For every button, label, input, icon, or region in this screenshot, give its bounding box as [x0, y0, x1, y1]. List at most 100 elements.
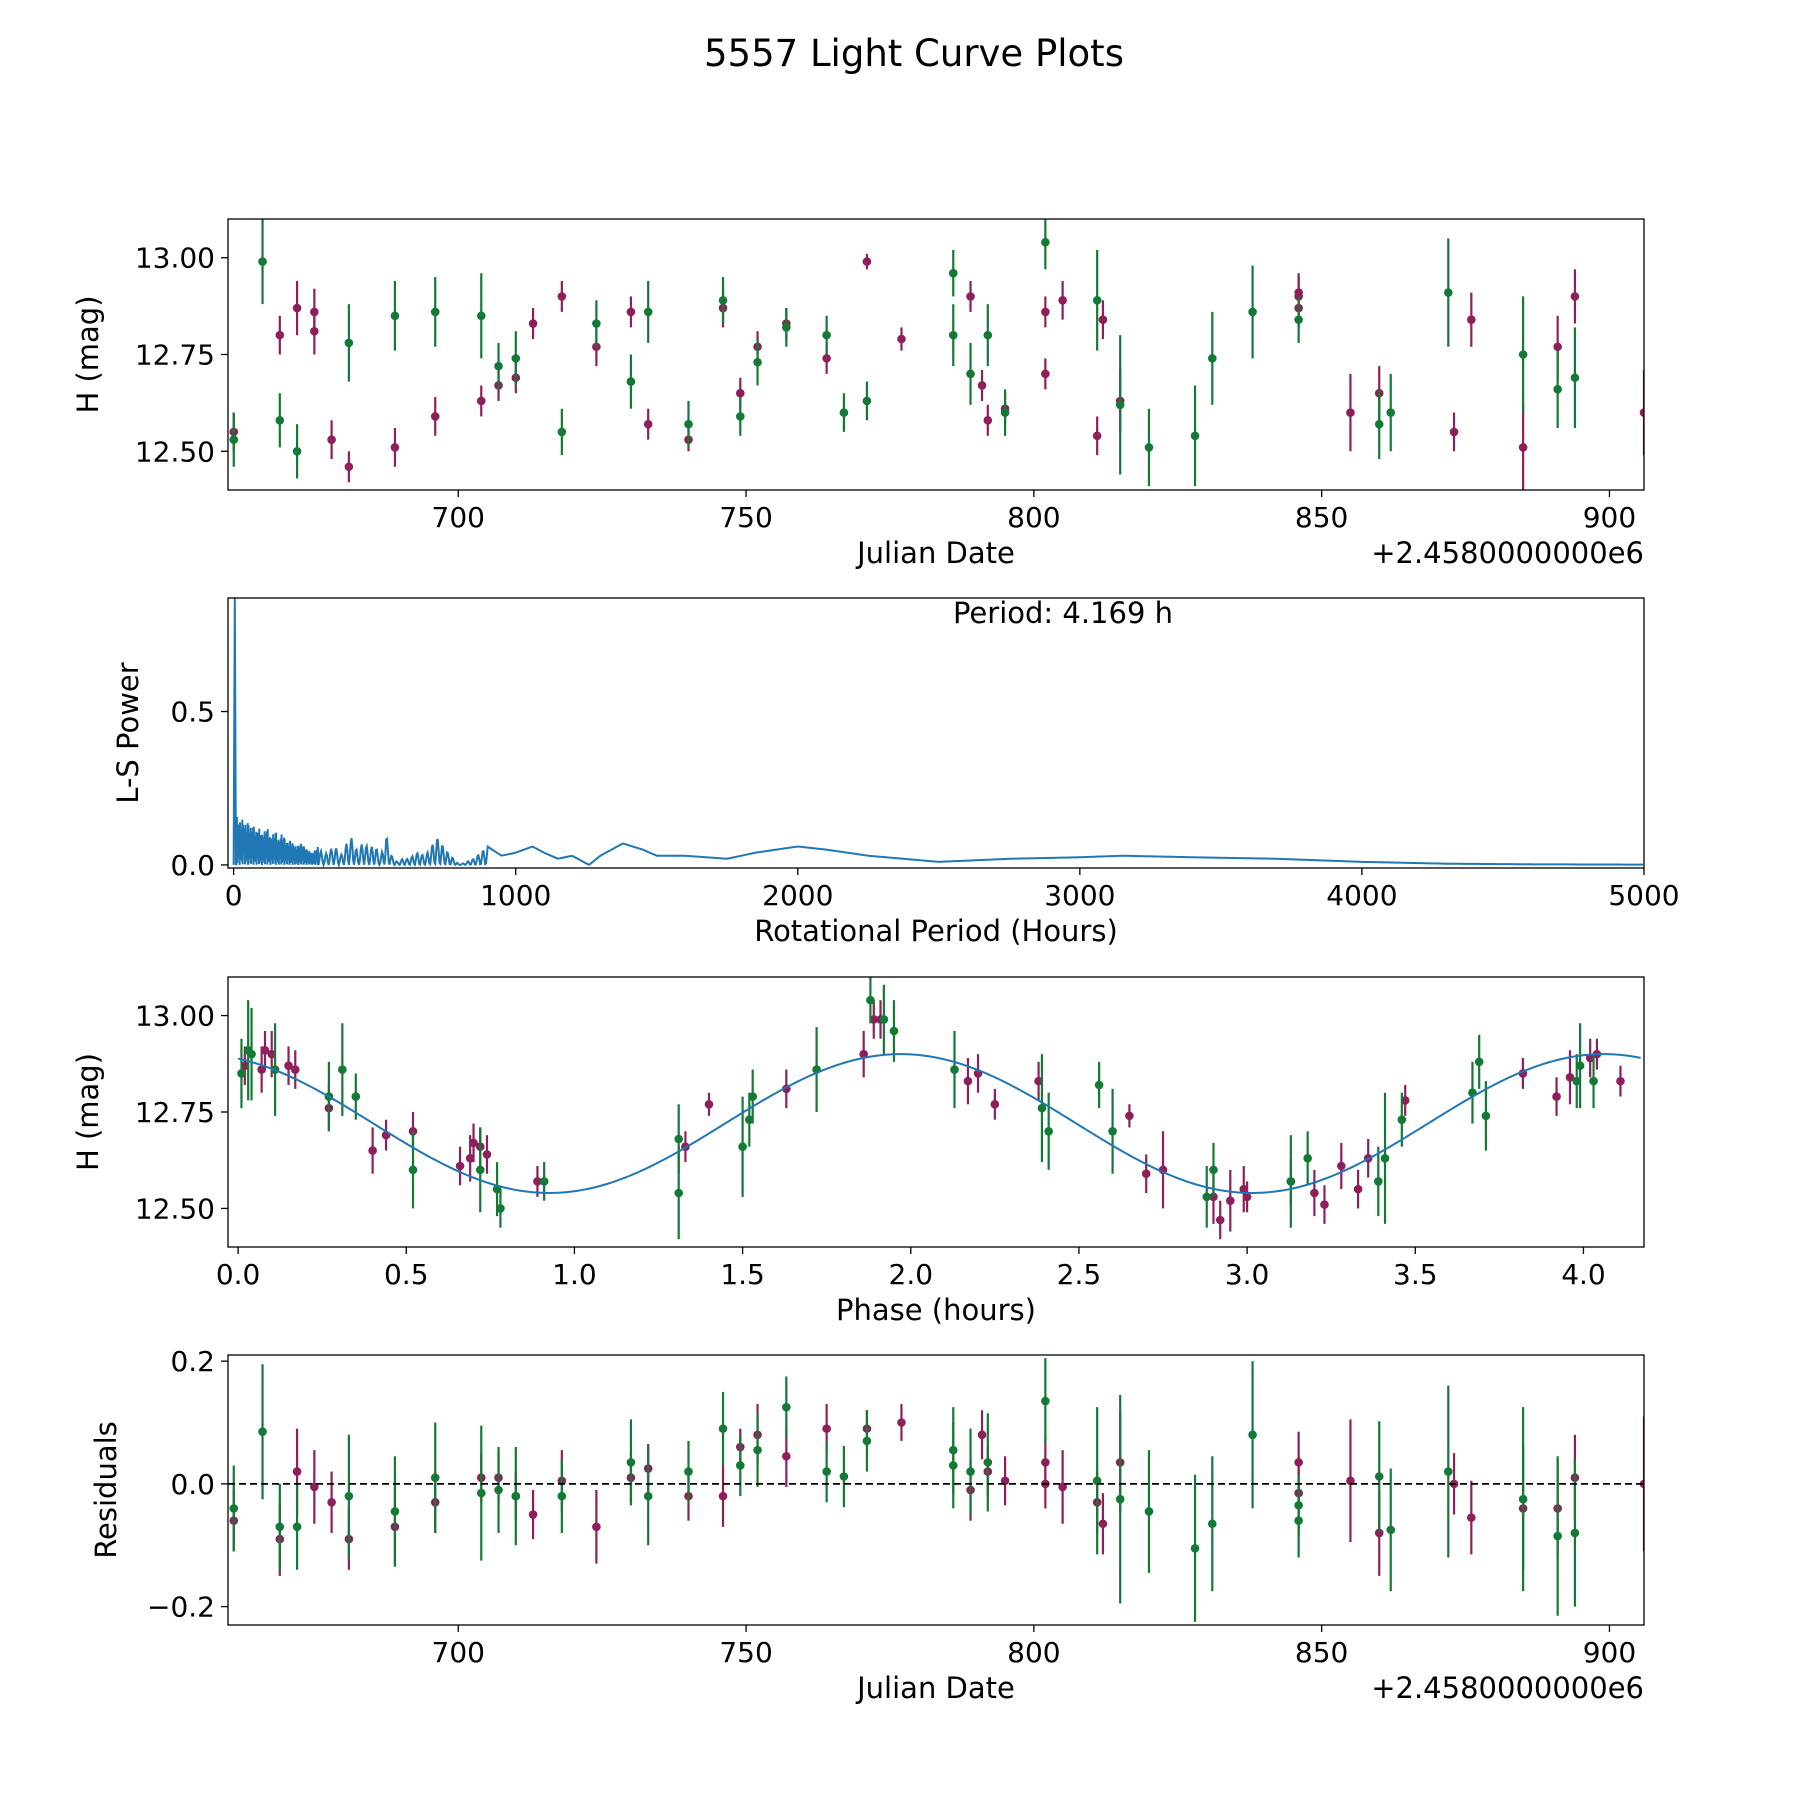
data-point — [292, 1522, 302, 1532]
phased-panel: 0.0 0.5 1.0 1.5 2.0 2.5 3.0 3.5 4.0 12.50 12.75 13.… — [71, 976, 1645, 1327]
plot-frame — [227, 976, 1645, 1248]
data-point — [430, 412, 440, 421]
data-point — [1242, 1192, 1252, 1202]
x-tick-label: 850 — [1295, 1636, 1348, 1669]
x-tick-label: 5000 — [1608, 879, 1679, 912]
x-tick-label: 1.0 — [552, 1258, 597, 1291]
data-point — [390, 443, 400, 452]
data-point — [351, 1092, 361, 1101]
data-point — [1041, 369, 1050, 379]
x-axis-label: Julian Date — [855, 1671, 1015, 1705]
data-point — [344, 338, 354, 348]
data-point — [1098, 315, 1108, 324]
data-point — [1374, 419, 1384, 429]
figure-title: 5557 Light Curve Plots — [704, 32, 1124, 75]
data-point — [1575, 1061, 1585, 1071]
data-point — [1589, 1076, 1598, 1086]
x-tick-label: 1000 — [480, 879, 551, 912]
data-point — [310, 326, 319, 336]
data-point — [1190, 431, 1200, 441]
data-point — [1144, 443, 1154, 452]
data-point — [258, 257, 267, 266]
x-offset-label: +2.4580000000e6 — [1371, 1671, 1644, 1705]
data-point — [229, 435, 239, 444]
data-point — [674, 1188, 683, 1198]
x-tick-label: 850 — [1295, 501, 1348, 534]
x-tick-label: 800 — [1007, 501, 1060, 534]
x-tick-label: 2000 — [762, 879, 833, 912]
data-point — [735, 1461, 745, 1470]
data-point — [859, 1049, 868, 1059]
x-axis-label: Rotational Period (Hours) — [754, 914, 1118, 948]
data-point — [1041, 237, 1050, 247]
data-point — [476, 311, 486, 321]
data-point — [455, 1161, 465, 1171]
data-point — [494, 1485, 503, 1495]
data-point — [839, 1472, 849, 1481]
x-tick-label: 800 — [1007, 1636, 1060, 1669]
data-point — [1310, 1188, 1319, 1198]
data-point — [557, 1491, 567, 1501]
data-point — [1248, 1430, 1257, 1440]
data-point — [557, 292, 567, 301]
data-point — [1336, 1161, 1346, 1171]
data-point — [822, 330, 831, 340]
data-point — [533, 1177, 542, 1186]
data-point — [1397, 1115, 1407, 1125]
data-point — [866, 995, 875, 1005]
data-point — [862, 1436, 872, 1446]
data-point — [684, 1467, 693, 1476]
x-tick-label: 3.5 — [1393, 1258, 1438, 1291]
data-point — [1108, 1126, 1117, 1136]
data-point — [897, 334, 906, 344]
data-point — [1144, 1507, 1154, 1516]
x-tick-label: 900 — [1583, 1636, 1636, 1669]
y-tick-label: 12.50 — [135, 1192, 215, 1225]
data-point — [889, 1026, 899, 1036]
data-point — [879, 1015, 889, 1024]
data-point — [1215, 1215, 1225, 1225]
data-point — [1572, 1076, 1582, 1086]
data-point — [626, 377, 636, 386]
data-point — [1639, 408, 1644, 417]
data-point — [292, 303, 302, 313]
data-point — [1518, 443, 1528, 452]
y-tick-label: −0.2 — [147, 1591, 215, 1624]
data-point — [684, 419, 693, 429]
x-tick-label: 0.5 — [384, 1258, 429, 1291]
data-point — [1518, 350, 1528, 359]
data-point — [1041, 1396, 1050, 1406]
data-point — [626, 1458, 636, 1467]
x-tick-label: 0.0 — [216, 1258, 261, 1291]
data-point — [1346, 408, 1355, 417]
data-point — [1115, 400, 1125, 410]
data-point — [1386, 408, 1396, 417]
data-point — [1467, 1513, 1476, 1522]
data-point — [626, 307, 636, 317]
data-point — [1000, 408, 1010, 417]
y-tick-label: 12.75 — [135, 1096, 215, 1129]
data-point — [1553, 1531, 1562, 1541]
model-curve — [237, 1053, 1641, 1194]
data-point — [643, 419, 653, 429]
data-point — [1570, 292, 1580, 301]
data-point — [258, 1427, 267, 1437]
data-point — [430, 1473, 440, 1483]
x-tick-label: 4.0 — [1561, 1258, 1606, 1291]
plot-frame — [227, 218, 1645, 491]
data-layer — [228, 1358, 1644, 1622]
x-offset-label: +2.4580000000e6 — [1371, 536, 1644, 570]
data-point — [1400, 1096, 1410, 1105]
data-point — [1207, 354, 1217, 363]
data-point — [494, 361, 503, 371]
series-green — [229, 219, 1580, 487]
series-green — [237, 977, 1598, 1240]
data-point — [1058, 296, 1067, 305]
data-point — [1207, 1519, 1217, 1529]
y-tick-label: 0.0 — [170, 849, 215, 882]
data-point — [1380, 1153, 1390, 1163]
plot-frame — [227, 597, 1645, 869]
data-point — [1570, 373, 1580, 383]
data-point — [753, 1445, 762, 1455]
data-point — [1386, 1525, 1396, 1535]
